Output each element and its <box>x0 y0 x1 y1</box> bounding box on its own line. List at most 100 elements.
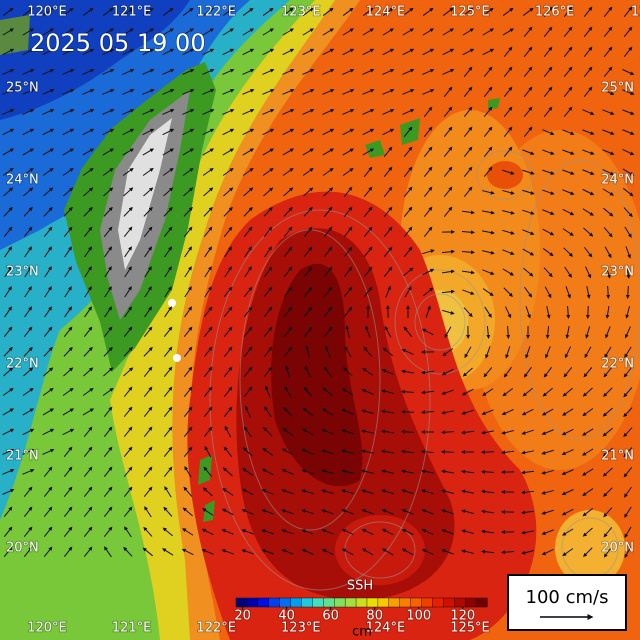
vector <box>502 169 515 175</box>
vector <box>461 549 474 554</box>
vector <box>401 509 414 515</box>
vector <box>182 128 195 136</box>
vector <box>144 306 152 318</box>
vector <box>281 489 294 495</box>
vector <box>242 148 255 156</box>
vector <box>3 546 13 558</box>
vector <box>423 287 434 297</box>
vector <box>222 488 234 496</box>
vector <box>383 166 393 178</box>
vector <box>124 286 132 298</box>
vector <box>361 528 374 536</box>
vector <box>143 426 153 438</box>
vector <box>82 167 94 176</box>
vector <box>143 346 153 357</box>
vector <box>63 446 73 458</box>
vector <box>602 427 613 437</box>
vector <box>43 206 53 217</box>
vector <box>43 526 53 538</box>
lon-label: 120°E <box>27 621 67 636</box>
vector <box>224 425 232 438</box>
vector <box>82 68 95 75</box>
vector <box>123 426 133 438</box>
vector <box>562 169 575 175</box>
vector <box>282 167 294 176</box>
vector <box>302 48 315 56</box>
vector <box>142 108 155 115</box>
vector <box>522 149 535 155</box>
vector <box>42 88 55 95</box>
vector <box>362 368 374 376</box>
vector <box>481 509 495 514</box>
vector <box>23 546 33 558</box>
vector <box>42 28 54 36</box>
vector <box>622 168 635 176</box>
vector <box>481 489 495 494</box>
vector <box>462 48 475 56</box>
vector <box>223 187 234 197</box>
vector <box>563 66 573 78</box>
vector <box>104 266 112 278</box>
vector <box>506 325 511 339</box>
vector <box>462 28 474 36</box>
vector <box>163 406 173 418</box>
vector <box>401 389 415 394</box>
lat-label: 24°N <box>601 173 634 188</box>
vector <box>122 148 135 156</box>
lat-label: 25°N <box>601 81 634 96</box>
vector <box>563 247 574 257</box>
vector <box>182 28 194 36</box>
vector <box>182 148 195 156</box>
vector <box>541 429 554 435</box>
vector <box>142 68 155 75</box>
vector <box>562 208 575 216</box>
vector <box>262 48 275 56</box>
vector <box>523 126 533 138</box>
vector <box>322 48 335 56</box>
vector <box>42 148 55 156</box>
vector <box>381 449 395 454</box>
vector <box>582 527 593 537</box>
vector <box>162 167 174 176</box>
vector <box>263 366 273 378</box>
vector <box>303 226 313 238</box>
vector <box>401 528 414 536</box>
vector <box>122 68 135 75</box>
vector <box>283 226 293 238</box>
vector <box>422 48 435 56</box>
lon-label: 122°E <box>196 621 236 636</box>
vector <box>203 326 213 338</box>
vector <box>42 167 54 176</box>
vector <box>383 206 393 218</box>
vector <box>162 28 174 36</box>
scale-label: 100 cm/s <box>526 587 609 608</box>
vector <box>102 167 114 176</box>
vector <box>103 526 113 538</box>
vector <box>122 88 135 95</box>
vector <box>164 266 172 278</box>
vector <box>62 167 74 176</box>
taiwan <box>0 15 500 522</box>
vector <box>382 128 395 136</box>
vector <box>122 48 135 56</box>
vector <box>421 410 435 415</box>
vector <box>102 108 115 115</box>
vector <box>42 7 54 16</box>
vector <box>323 286 333 298</box>
vector <box>343 206 353 218</box>
vector <box>402 68 415 75</box>
colorbar-tick-label: 40 <box>278 609 295 624</box>
vector <box>42 108 55 115</box>
vector <box>43 486 53 498</box>
vector <box>183 446 193 458</box>
vector <box>583 86 593 98</box>
lon-label: 124°E <box>366 5 406 20</box>
vector <box>461 210 475 215</box>
vector <box>463 86 473 98</box>
vector <box>223 306 233 318</box>
vector <box>522 209 535 215</box>
vector <box>481 409 494 415</box>
vector <box>44 286 52 298</box>
vector <box>264 246 273 258</box>
vector <box>341 429 354 435</box>
